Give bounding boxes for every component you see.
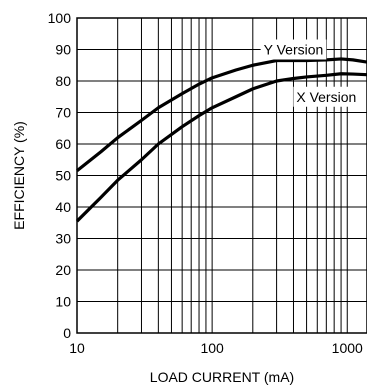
series-annotations: Y Version X Version xyxy=(260,39,360,107)
x-tick-label: 1000 xyxy=(332,340,363,356)
series-label-background xyxy=(260,39,327,60)
series-label-group: X Version xyxy=(293,86,360,107)
y-tick-label: 50 xyxy=(55,168,71,184)
series-lines xyxy=(75,57,367,223)
x-axis-label: LOAD CURRENT (mA) xyxy=(150,369,294,385)
y-tick-label: 70 xyxy=(55,105,71,121)
y-tick-label: 90 xyxy=(55,42,71,58)
grid-lines xyxy=(77,18,367,333)
x-tick-label: 100 xyxy=(200,340,224,356)
y-tick-label: 0 xyxy=(63,325,71,341)
x-tick-label: 10 xyxy=(69,340,85,356)
series-label-group: Y Version xyxy=(260,39,327,60)
series-line-x-version xyxy=(75,72,367,223)
y-tick-label: 80 xyxy=(55,73,71,89)
y-tick-label: 40 xyxy=(55,199,71,215)
y-tick-label: 100 xyxy=(48,10,72,26)
plot-frame xyxy=(76,17,367,334)
y-axis-label: EFFICIENCY (%) xyxy=(11,121,27,230)
y-tick-label: 20 xyxy=(55,262,71,278)
series-label: Y Version xyxy=(264,42,324,58)
series-line-y-version xyxy=(76,57,367,173)
plot-border xyxy=(76,17,367,334)
series-label-background xyxy=(293,86,360,107)
y-tick-label: 60 xyxy=(55,136,71,152)
series-label: X Version xyxy=(296,89,356,105)
y-tick-label: 30 xyxy=(55,231,71,247)
y-tick-label: 10 xyxy=(55,294,71,310)
